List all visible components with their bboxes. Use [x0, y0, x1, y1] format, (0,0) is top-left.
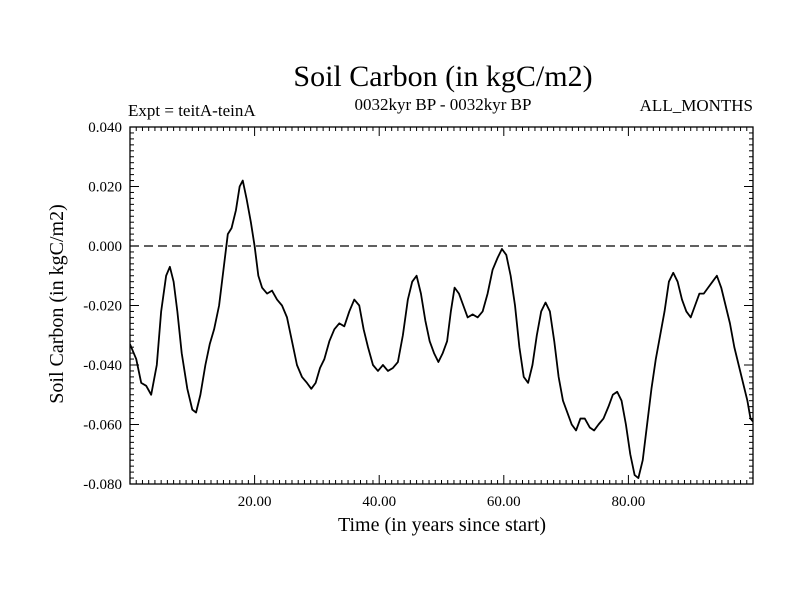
x-tick-label: 80.00 — [612, 494, 646, 510]
x-axis-title: Time (in years since start) — [338, 514, 546, 536]
y-axis-title: Soil Carbon (in kgC/m2) — [46, 204, 68, 403]
y-tick-label: -0.040 — [83, 358, 122, 374]
y-tick-label: 0.020 — [88, 180, 122, 196]
x-tick-label: 40.00 — [362, 494, 396, 510]
y-tick-label: 0.040 — [88, 120, 122, 136]
x-tick-label: 20.00 — [238, 494, 272, 510]
x-tick-label: 60.00 — [487, 494, 521, 510]
y-tick-label: 0.000 — [88, 239, 122, 255]
chart-title: Soil Carbon (in kgC/m2) — [293, 60, 592, 93]
y-tick-label: -0.020 — [83, 299, 122, 315]
plot-area: 20.00 40.00 60.00 80.00 -0.080 -0.060 -0.040 -0… — [83, 120, 754, 510]
chart-subtitle-experiment: Expt = teitA-teinA — [128, 101, 256, 120]
y-tick-label: -0.080 — [83, 477, 122, 493]
y-tick-label: -0.060 — [83, 418, 122, 434]
chart-subtitle-period: 0032kyr BP - 0032kyr BP — [355, 95, 532, 114]
chart-subtitle-months: ALL_MONTHS — [640, 96, 753, 115]
series-line-0 — [130, 179, 753, 479]
